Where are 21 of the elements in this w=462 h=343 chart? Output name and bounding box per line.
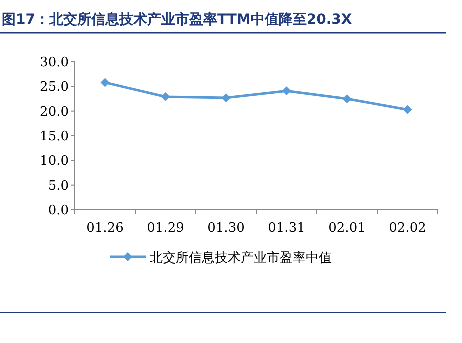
y-tick-label: 0.0 [48, 204, 69, 218]
y-tick-label: 25.0 [40, 80, 69, 96]
chart-title: 图17：北交所信息技术产业市盈率TTM中值降至20.3X [2, 11, 352, 28]
point [403, 105, 412, 114]
y-tick-label: 30.0 [40, 56, 69, 70]
y-tick-label: 10.0 [40, 154, 69, 170]
x-tick-label: 01.26 [86, 221, 124, 236]
y-tick-label: 20.0 [40, 104, 69, 120]
point [342, 94, 352, 104]
y-tick-label: 5.0 [48, 178, 69, 194]
x-tick-label: 02.01 [328, 221, 366, 236]
point [222, 94, 231, 103]
point [282, 86, 292, 96]
x-tick-label: 01.29 [147, 221, 184, 236]
point [161, 92, 170, 102]
x-tick-label: 01.30 [208, 221, 245, 236]
y-tick-label: 15.0 [40, 130, 69, 144]
legend-label: 北交所信息技术产业市盈率中值 [150, 250, 332, 266]
point [100, 78, 110, 88]
x-tick-label: 01.31 [268, 221, 306, 236]
x-tick-label: 02.02 [389, 221, 426, 236]
